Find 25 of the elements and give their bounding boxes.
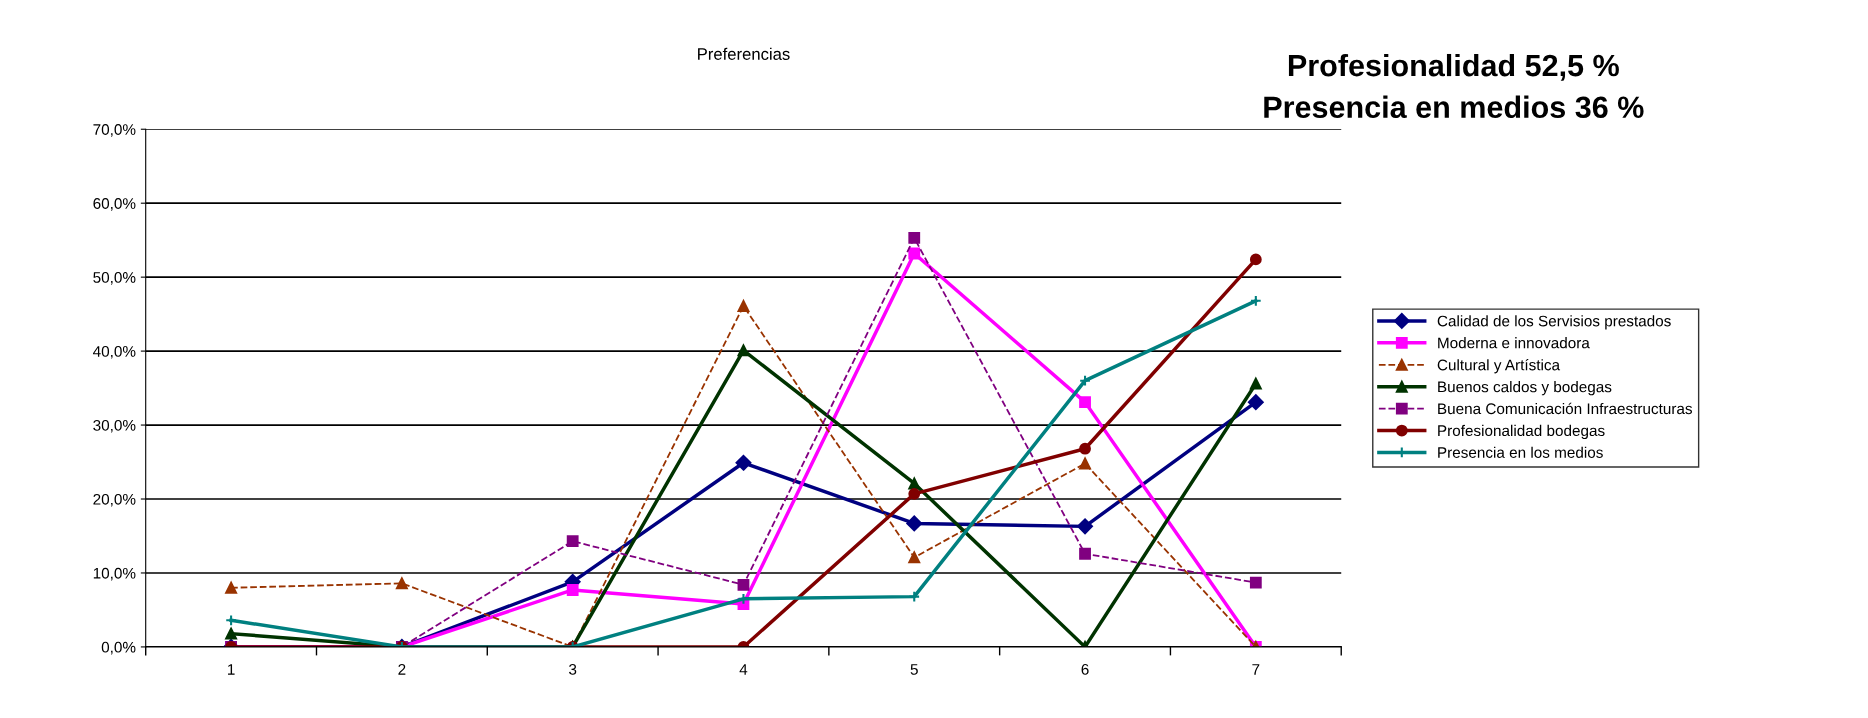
legend-label: Moderna e innovadora — [1438, 337, 1590, 349]
legend-label: Buena Comunicación Infraestructuras — [1438, 402, 1692, 415]
y-tick-label: 50,0% — [93, 272, 136, 285]
legend-label: Calidad de los Servisios prestados — [1437, 315, 1671, 330]
y-tick-label: 20,0% — [93, 493, 136, 507]
legend-label: Presencia en los medios — [1438, 446, 1603, 458]
text: Profesionalidad 52,5 % — [1288, 53, 1619, 81]
x-tick-label: 3 — [569, 663, 577, 675]
y-tick-label: 40,0% — [93, 345, 136, 359]
legend-label: Buenos caldos y bodegas — [1438, 381, 1612, 396]
y-tick-label: 60,0% — [93, 198, 136, 211]
y-tick-label: 10,0% — [93, 567, 136, 581]
legend-label: Cultural y Artística — [1437, 358, 1561, 374]
legend-label: Profesionalidad bodegas — [1438, 424, 1605, 440]
x-tick-label: 2 — [398, 663, 406, 675]
x-tick-label: 7 — [1252, 664, 1260, 675]
y-tick-label: 30,0% — [93, 419, 136, 433]
y-tick-label: 70,0% — [93, 124, 136, 137]
text: Presencia en medios 36 % — [1264, 95, 1644, 119]
x-tick-label: 1 — [228, 664, 235, 675]
x-tick-label: 4 — [739, 664, 748, 675]
y-tick-label: 0,0% — [101, 641, 136, 655]
chart-title: Preferencias — [698, 47, 790, 60]
x-tick-label: 6 — [1081, 663, 1089, 675]
x-tick-label: 5 — [910, 664, 918, 675]
